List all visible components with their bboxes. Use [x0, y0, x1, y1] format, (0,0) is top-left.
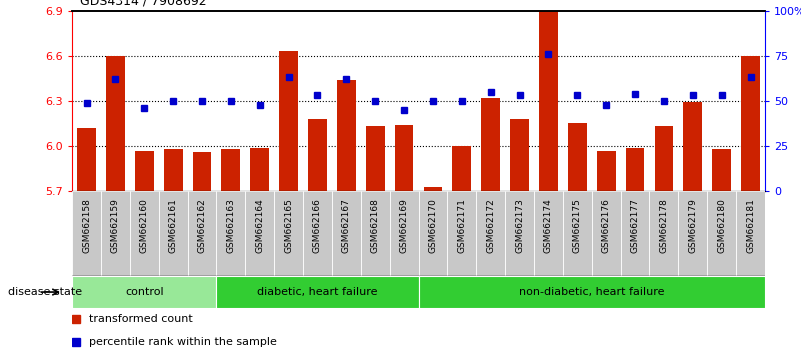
Bar — [163, 149, 183, 191]
Bar — [130, 191, 159, 276]
Bar — [192, 152, 211, 191]
Bar — [222, 149, 240, 191]
Bar — [251, 148, 269, 191]
Text: control: control — [125, 287, 163, 297]
Bar — [72, 191, 101, 276]
Bar — [274, 191, 303, 276]
Bar — [481, 98, 500, 191]
Text: GSM662158: GSM662158 — [82, 198, 91, 253]
Text: GSM662168: GSM662168 — [371, 198, 380, 253]
Bar — [736, 191, 765, 276]
Text: GSM662174: GSM662174 — [544, 198, 553, 253]
Bar — [106, 56, 125, 191]
Bar — [395, 125, 413, 191]
Bar — [683, 102, 702, 191]
Bar — [621, 191, 650, 276]
Text: GSM662163: GSM662163 — [227, 198, 235, 253]
Text: GSM662175: GSM662175 — [573, 198, 582, 253]
Bar — [418, 276, 765, 308]
Text: GSM662180: GSM662180 — [717, 198, 727, 253]
Bar — [568, 124, 586, 191]
Text: GSM662165: GSM662165 — [284, 198, 293, 253]
Bar — [563, 191, 592, 276]
Bar — [707, 191, 736, 276]
Text: GSM662172: GSM662172 — [486, 198, 495, 253]
Bar — [505, 191, 534, 276]
Bar — [101, 191, 130, 276]
Bar — [539, 11, 557, 191]
Text: GSM662164: GSM662164 — [256, 198, 264, 253]
Bar — [534, 191, 563, 276]
Bar — [159, 191, 187, 276]
Text: GSM662169: GSM662169 — [400, 198, 409, 253]
Text: GSM662167: GSM662167 — [342, 198, 351, 253]
Bar — [712, 149, 731, 191]
Text: GSM662178: GSM662178 — [659, 198, 668, 253]
Bar — [592, 191, 621, 276]
Bar — [418, 191, 448, 276]
Bar — [453, 146, 471, 191]
Bar — [654, 126, 674, 191]
Text: GSM662176: GSM662176 — [602, 198, 610, 253]
Bar — [308, 119, 327, 191]
Bar — [77, 128, 96, 191]
Bar — [597, 150, 615, 191]
Bar — [216, 276, 418, 308]
Text: GSM662162: GSM662162 — [198, 198, 207, 253]
Text: GDS4314 / 7908692: GDS4314 / 7908692 — [80, 0, 207, 7]
Bar — [216, 191, 245, 276]
Text: GSM662171: GSM662171 — [457, 198, 466, 253]
Text: disease state: disease state — [8, 287, 83, 297]
Text: GSM662166: GSM662166 — [313, 198, 322, 253]
Bar — [135, 150, 154, 191]
Text: non-diabetic, heart failure: non-diabetic, heart failure — [519, 287, 665, 297]
Bar — [477, 191, 505, 276]
Text: diabetic, heart failure: diabetic, heart failure — [257, 287, 378, 297]
Bar — [280, 51, 298, 191]
Bar — [360, 191, 389, 276]
Bar — [650, 191, 678, 276]
Bar — [424, 187, 442, 191]
Bar — [626, 148, 645, 191]
Bar — [332, 191, 360, 276]
Bar — [741, 56, 760, 191]
Text: GSM662173: GSM662173 — [515, 198, 524, 253]
Bar — [510, 119, 529, 191]
Bar — [366, 126, 384, 191]
Text: GSM662159: GSM662159 — [111, 198, 120, 253]
Text: percentile rank within the sample: percentile rank within the sample — [89, 337, 276, 348]
Text: GSM662160: GSM662160 — [139, 198, 149, 253]
Bar — [245, 191, 274, 276]
Bar — [72, 276, 216, 308]
Text: GSM662179: GSM662179 — [688, 198, 698, 253]
Bar — [678, 191, 707, 276]
Bar — [389, 191, 418, 276]
Bar — [337, 80, 356, 191]
Text: transformed count: transformed count — [89, 314, 192, 325]
Bar — [187, 191, 216, 276]
Bar — [448, 191, 477, 276]
Bar — [303, 191, 332, 276]
Text: GSM662170: GSM662170 — [429, 198, 437, 253]
Text: GSM662161: GSM662161 — [169, 198, 178, 253]
Text: GSM662181: GSM662181 — [746, 198, 755, 253]
Text: GSM662177: GSM662177 — [630, 198, 639, 253]
